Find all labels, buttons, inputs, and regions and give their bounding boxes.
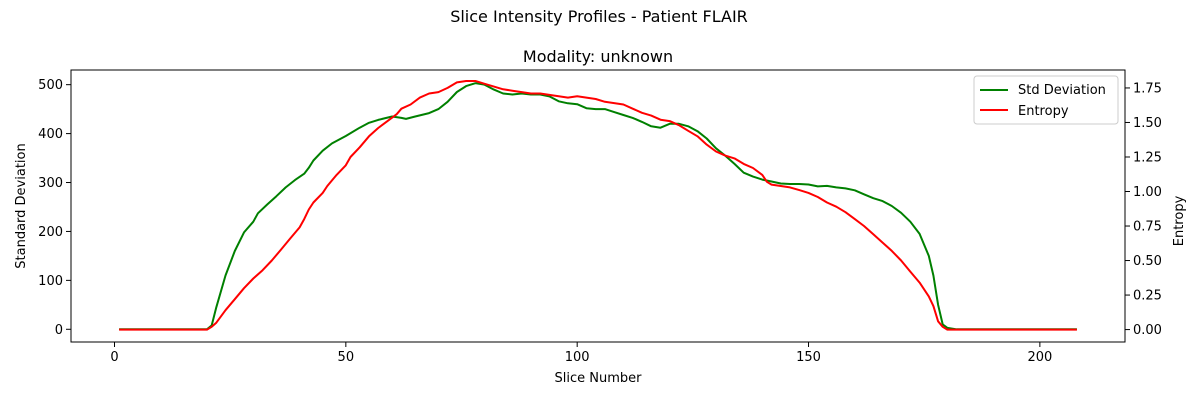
y-right-tick-label: 0.50: [1133, 254, 1162, 269]
y-right-tick-label: 0.75: [1133, 220, 1162, 235]
y-right-tick-label: 0.00: [1133, 323, 1162, 338]
y-left-tick-label: 300: [38, 176, 63, 191]
legend-label-std: Std Deviation: [1018, 83, 1106, 98]
series-line-entropy: [119, 80, 1077, 331]
y-right-tick-label: 0.25: [1133, 289, 1162, 304]
legend: Std Deviation Entropy: [973, 75, 1119, 125]
y-right-tick-label: 1.50: [1133, 116, 1162, 131]
x-axis-title: Slice Number: [555, 371, 643, 386]
x-tick-label: 100: [565, 350, 590, 365]
y-right-tick-label: 1.75: [1133, 81, 1162, 96]
series-line-std-deviation: [119, 82, 1077, 331]
y-left-tick-label: 400: [38, 127, 63, 142]
legend-box: [973, 75, 1119, 125]
y-right-tick-label: 1.00: [1133, 185, 1162, 200]
chart-title: Modality: unknown: [523, 47, 673, 66]
y-axis-left: 0 100 200 300 400 500: [38, 78, 71, 338]
y-left-tick-label: 100: [38, 274, 63, 289]
series-layer: [119, 80, 1077, 331]
x-axis: 0 50 100 150 200: [110, 342, 1052, 365]
y-right-tick-label: 1.25: [1133, 150, 1162, 165]
y-axis-right: 0.00 0.25 0.50 0.75 1.00 1.25 1.50 1.75: [1125, 81, 1162, 338]
x-tick-label: 150: [796, 350, 821, 365]
y-axis-left-title: Standard Deviation: [14, 143, 29, 268]
y-left-tick-label: 0: [55, 323, 63, 338]
x-tick-label: 50: [338, 350, 355, 365]
chart-suptitle: Slice Intensity Profiles - Patient FLAIR: [450, 7, 748, 26]
x-tick-label: 200: [1027, 350, 1052, 365]
plot-frame: [70, 69, 1126, 343]
x-tick-label: 0: [110, 350, 118, 365]
legend-label-entropy: Entropy: [1018, 104, 1069, 119]
y-axis-right-title: Entropy: [1172, 195, 1187, 246]
y-left-tick-label: 500: [38, 78, 63, 93]
y-left-tick-label: 200: [38, 225, 63, 240]
